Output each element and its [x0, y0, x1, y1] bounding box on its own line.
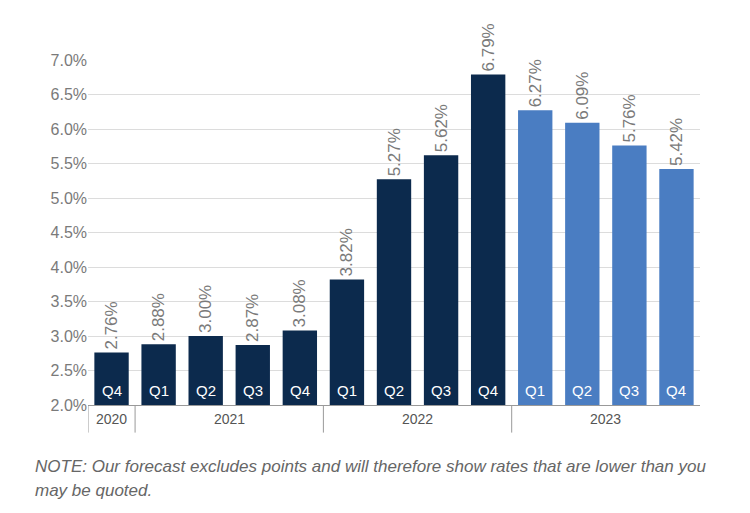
svg-text:3.5%: 3.5% — [51, 293, 87, 310]
svg-text:Q1: Q1 — [337, 382, 357, 399]
svg-text:Q1: Q1 — [525, 382, 545, 399]
svg-text:5.0%: 5.0% — [51, 190, 87, 207]
svg-text:2.0%: 2.0% — [51, 397, 87, 414]
svg-text:3.08%: 3.08% — [290, 279, 309, 327]
svg-text:6.5%: 6.5% — [51, 86, 87, 103]
svg-text:6.0%: 6.0% — [51, 121, 87, 138]
svg-text:Q2: Q2 — [384, 382, 404, 399]
svg-text:6.79%: 6.79% — [479, 23, 498, 71]
svg-text:Q1: Q1 — [149, 382, 169, 399]
svg-text:5.62%: 5.62% — [432, 104, 451, 152]
svg-text:Q4: Q4 — [290, 382, 310, 399]
svg-text:Q3: Q3 — [243, 382, 263, 399]
html-text:NOTE: Our forecast excludes po: NOTE: Our forecast excludes points and w… — [35, 457, 706, 500]
svg-text:7.0%: 7.0% — [51, 52, 87, 69]
svg-text:2.87%: 2.87% — [243, 294, 262, 342]
svg-text:5.5%: 5.5% — [51, 155, 87, 172]
svg-text:3.00%: 3.00% — [196, 285, 215, 333]
svg-text:Q3: Q3 — [619, 382, 639, 399]
svg-text:Q4: Q4 — [102, 382, 122, 399]
svg-text:3.82%: 3.82% — [337, 228, 356, 276]
svg-text:2021: 2021 — [214, 411, 245, 427]
svg-text:Q3: Q3 — [431, 382, 451, 399]
svg-text:4.5%: 4.5% — [51, 224, 87, 241]
svg-text:Q2: Q2 — [196, 382, 216, 399]
svg-text:5.76%: 5.76% — [620, 94, 639, 142]
svg-text:2022: 2022 — [402, 411, 433, 427]
svg-text:5.42%: 5.42% — [667, 118, 686, 166]
svg-text:4.0%: 4.0% — [51, 259, 87, 276]
svg-text:5.27%: 5.27% — [385, 128, 404, 176]
svg-text:Q2: Q2 — [572, 382, 592, 399]
svg-text:2020: 2020 — [96, 411, 127, 427]
svg-text:2.5%: 2.5% — [51, 362, 87, 379]
svg-text:2023: 2023 — [590, 411, 621, 427]
svg-text:6.27%: 6.27% — [526, 59, 545, 107]
svg-text:Q4: Q4 — [478, 382, 498, 399]
svg-text:2.76%: 2.76% — [102, 301, 121, 349]
svg-text:3.0%: 3.0% — [51, 328, 87, 345]
svg-text:Q4: Q4 — [666, 382, 686, 399]
svg-text:2.88%: 2.88% — [149, 293, 168, 341]
svg-text:6.09%: 6.09% — [573, 72, 592, 120]
